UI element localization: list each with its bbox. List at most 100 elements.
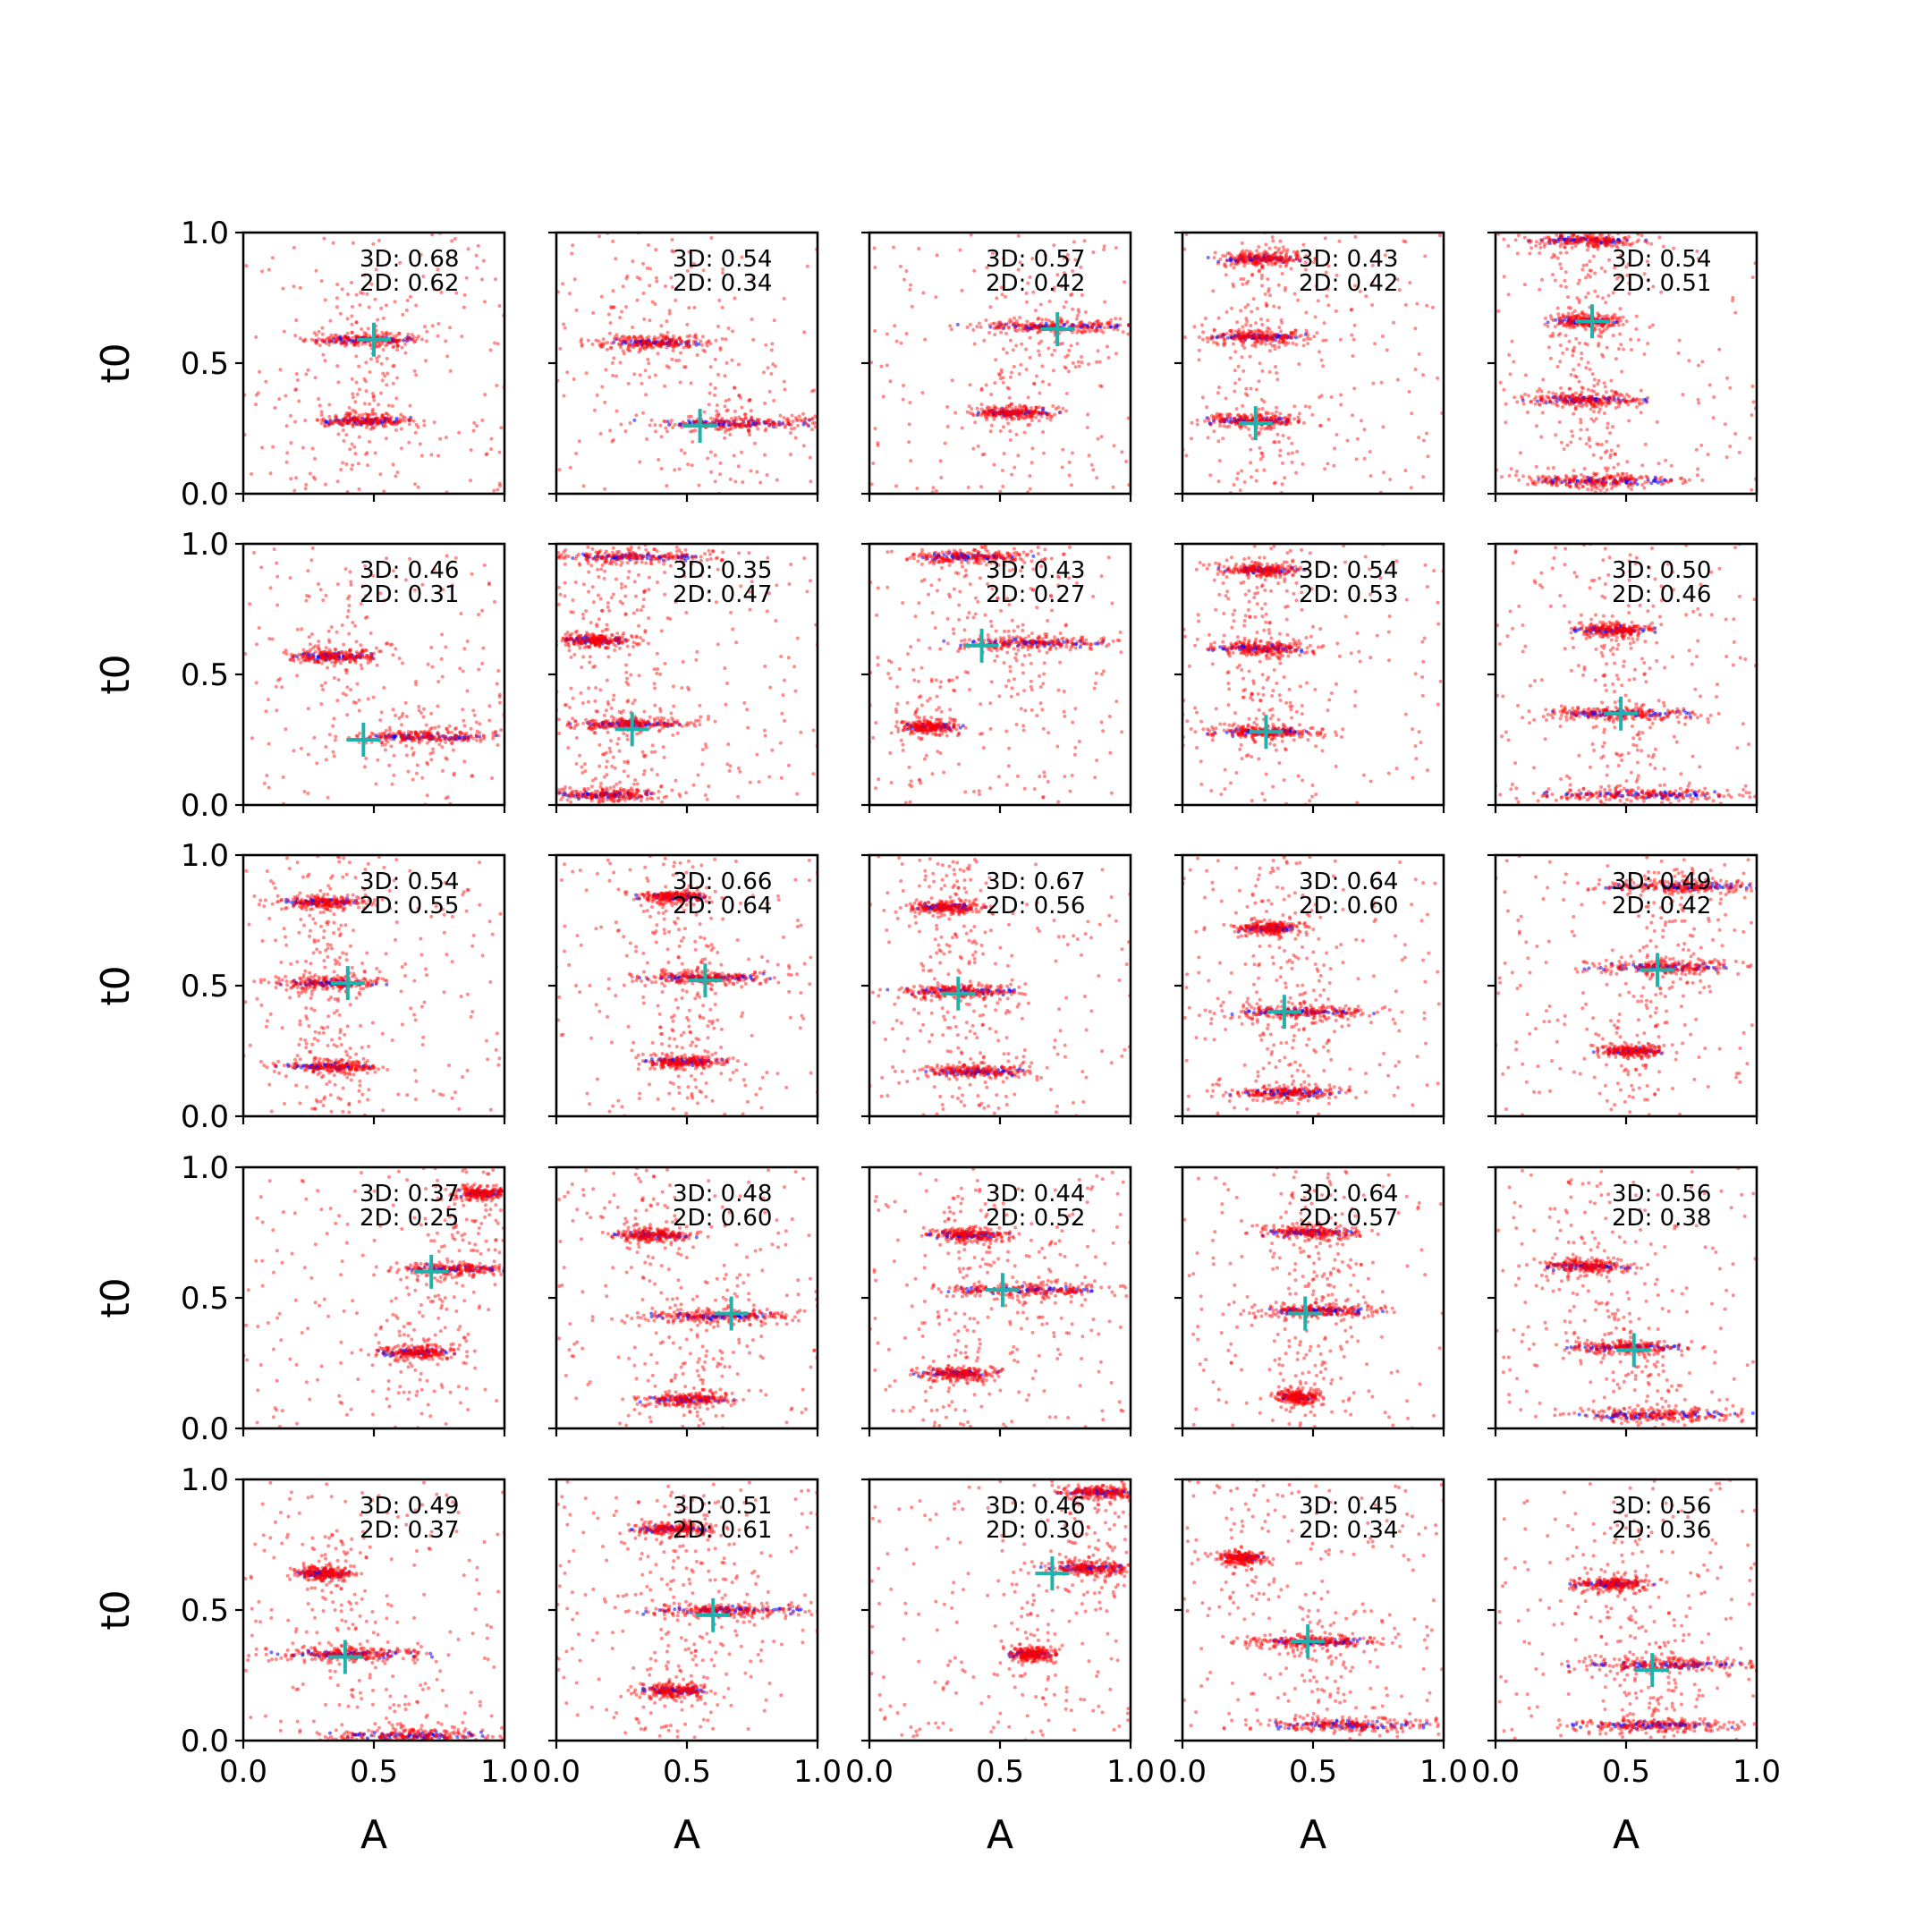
sample-point-red [344, 343, 349, 347]
sample-point-red [1245, 414, 1250, 419]
sample-point-red [362, 330, 367, 335]
sample-point-red [1640, 476, 1644, 480]
sample-point-red [614, 409, 619, 413]
sample-point-red [341, 428, 345, 433]
sample-point-red [1580, 386, 1584, 390]
sample-point-red [622, 352, 626, 356]
sample-point-red [389, 415, 394, 419]
sample-point-red [1008, 429, 1013, 434]
sample-point-blue [1605, 397, 1609, 402]
sample-point-red [1217, 458, 1222, 462]
sample-point-red [666, 365, 671, 369]
sample-point-red [1303, 404, 1308, 409]
sample-point-red [324, 744, 328, 749]
sample-point-red [635, 343, 640, 348]
sample-point-red [826, 425, 829, 428]
sample-point-red [773, 364, 777, 369]
sample-point-red [657, 343, 662, 347]
sample-point-red [425, 329, 429, 334]
sample-point-red [387, 420, 392, 425]
sample-point-red [1541, 401, 1546, 405]
sample-point-red [1567, 479, 1572, 483]
sample-point-red [1270, 339, 1275, 343]
sample-point-red [1558, 480, 1563, 485]
sample-point-red [294, 371, 299, 376]
sample-point-red [768, 418, 773, 422]
sample-point-red [1243, 259, 1248, 264]
sample-point-red [639, 334, 643, 338]
sample-point-red [1627, 394, 1631, 399]
sample-point-red [378, 472, 383, 477]
sample-point-red [256, 391, 260, 395]
sample-point-red [1275, 377, 1280, 382]
sample-point-red [1672, 246, 1676, 250]
sample-point-red [657, 341, 662, 345]
sample-point-red [740, 405, 744, 410]
sample-point-red [346, 420, 351, 425]
sample-point-red [627, 335, 631, 339]
sample-point-red [997, 325, 1002, 329]
sample-point-red [402, 419, 407, 423]
sample-point-red [1258, 430, 1262, 435]
sample-point-red [1546, 324, 1550, 328]
sample-point-red [1572, 241, 1576, 245]
sample-point-red [348, 411, 352, 416]
sample-point-red [377, 238, 381, 242]
sample-point-red [1277, 255, 1282, 259]
sample-point-red [1543, 322, 1547, 326]
sample-point-red [810, 416, 815, 420]
sample-point-red [426, 662, 430, 666]
sample-point-red [1540, 479, 1545, 483]
sample-point-red [641, 340, 646, 344]
sample-point-red [377, 343, 382, 348]
sample-point-red [1604, 301, 1608, 305]
sample-point-red [1003, 413, 1007, 418]
sample-point-blue [1591, 481, 1596, 486]
sample-point-red [1212, 256, 1216, 260]
sample-point-blue [770, 419, 775, 424]
sample-point-blue [843, 422, 846, 426]
sample-point-red [320, 332, 325, 336]
sample-point-red [706, 456, 710, 461]
sample-point-red [1595, 471, 1599, 476]
sample-point-red [1208, 336, 1212, 341]
sample-point-red [1604, 479, 1608, 484]
sample-point-red [1014, 343, 1019, 348]
sample-point-red [620, 335, 624, 340]
sample-point-red [1579, 398, 1583, 402]
sample-point-red [1288, 421, 1292, 426]
sample-point-red [1001, 408, 1005, 412]
sample-point-red [708, 342, 713, 346]
sample-point-red [465, 640, 470, 644]
sample-point-red [1212, 429, 1216, 434]
sample-point-red [813, 414, 818, 419]
sample-point-red [748, 398, 752, 402]
sample-point-blue [665, 341, 669, 345]
sample-point-red [1239, 427, 1243, 431]
sample-point-red [1565, 477, 1570, 481]
sample-point-red [1574, 314, 1579, 318]
sample-point-red [1242, 416, 1247, 420]
sample-point-red [662, 419, 666, 423]
sample-point-red [363, 379, 368, 384]
sample-point-red [1252, 259, 1257, 264]
sample-point-blue [1108, 325, 1113, 329]
sample-point-red [657, 457, 661, 462]
sample-point-red [975, 325, 979, 329]
sample-point-red [390, 642, 394, 647]
sample-point-red [1256, 259, 1260, 264]
sample-point-red [444, 436, 448, 440]
sample-point-red [348, 418, 352, 422]
sample-point-red [1615, 480, 1620, 485]
sample-point-red [610, 360, 614, 365]
sample-point-red [1259, 335, 1264, 339]
sample-point-red [1574, 484, 1579, 488]
sample-point-red [323, 359, 327, 363]
sample-point-red [1603, 551, 1606, 555]
sample-point-red [1565, 401, 1570, 405]
sample-point-red [424, 359, 428, 363]
sample-point-red [716, 372, 721, 377]
sample-point-red [1574, 474, 1579, 479]
sample-point-red [677, 358, 682, 362]
sample-point-red [1263, 335, 1267, 339]
